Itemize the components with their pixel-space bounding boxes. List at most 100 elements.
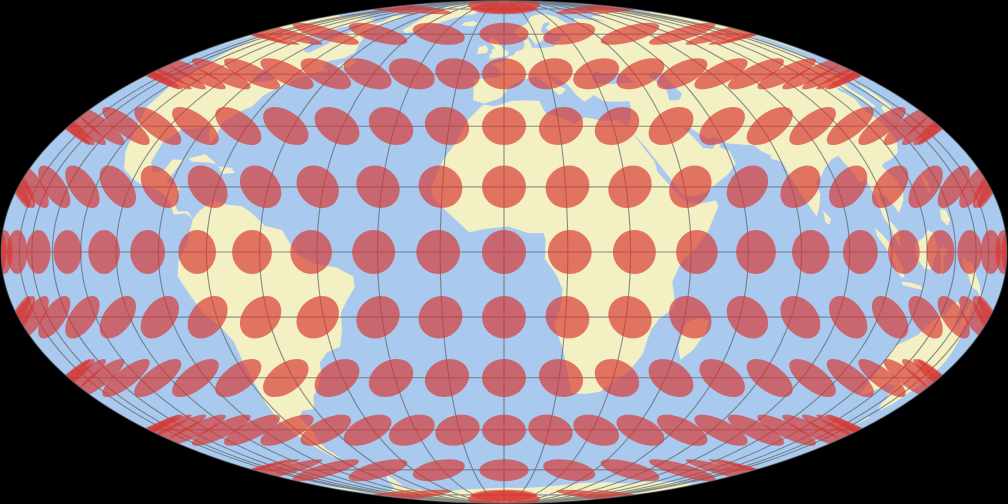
- tissot-circle--30-90: [789, 358, 836, 398]
- tissot-circle-0-135: [957, 230, 982, 274]
- tissot-circle-15-135: [937, 165, 970, 209]
- tissot-circle--15-30: [608, 295, 652, 339]
- tissot-circle-30-135: [883, 106, 932, 146]
- tissot-circle-15--45: [296, 165, 339, 209]
- tissot-circle--60--60: [348, 459, 408, 482]
- tissot-circle-60--90: [292, 22, 360, 45]
- tissot-circle--30--90: [172, 358, 219, 398]
- tissot-circle-30--15: [424, 106, 470, 146]
- tissot-circle-0-0: [482, 230, 526, 274]
- tissot-circle--45-75: [694, 414, 748, 446]
- meridian--15: [439, 0, 505, 504]
- tissot-circle-15--75: [187, 165, 228, 209]
- tissot-circle--15--75: [187, 295, 228, 339]
- tissot-circle-15-0: [482, 165, 526, 209]
- tissot-circle-0-180: [1001, 230, 1007, 274]
- tissot-circle-15--60: [239, 165, 282, 209]
- tissot-circle--30-120: [858, 358, 906, 398]
- tissot-circle--60-30: [543, 459, 596, 482]
- tissot-circle-0--90: [130, 230, 165, 274]
- tissot-circle--45-45: [616, 414, 665, 446]
- tissot-circle--60-90: [648, 459, 716, 482]
- tissot-circle-45-105: [757, 58, 817, 90]
- tissot-circle-60-0: [479, 22, 529, 45]
- tissot-circle-15-120: [908, 165, 943, 209]
- tissot-circle-45--45: [343, 58, 392, 90]
- tissot-circle-30-60: [699, 106, 745, 146]
- tissot-circle--45-120: [782, 414, 843, 446]
- tissot-circle-15-75: [780, 165, 821, 209]
- landmass-java: [901, 281, 924, 290]
- tissot-circle-15--150: [18, 165, 49, 209]
- tissot-circle-60-90: [648, 22, 716, 45]
- tissot-circle-30-45: [648, 106, 694, 146]
- tissot-circle--45--30: [388, 414, 435, 446]
- tissot-circle--15-0: [482, 295, 526, 339]
- tissot-circle--15--90: [140, 295, 179, 339]
- tissot-circle--15--30: [356, 295, 400, 339]
- tissot-circle--15-15: [545, 295, 590, 339]
- landmass-tasmania: [856, 416, 871, 425]
- tissot-circle--15--15: [418, 295, 463, 339]
- landmass-cuba: [188, 154, 217, 164]
- tissot-circle--30-30: [594, 358, 640, 398]
- tissot-circle-45-0: [482, 58, 526, 90]
- tissot-circle-45--60: [300, 58, 352, 90]
- landmass-victoria-island: [342, 13, 373, 21]
- tissot-circle--45-15: [528, 414, 573, 446]
- tissot-circle-0--30: [352, 230, 396, 274]
- tissot-circle--30-60: [699, 358, 745, 398]
- tissot-circle--15-75: [780, 295, 821, 339]
- tissot-circle-15-150: [959, 165, 990, 209]
- tissot-circle-0-30: [612, 230, 656, 274]
- tissot-circle-30-15: [538, 106, 584, 146]
- tissot-circle-0-90: [843, 230, 878, 274]
- landmass-ireland: [477, 45, 489, 54]
- tissot-circle-30--120: [102, 106, 150, 146]
- tissot-circle-45-120: [782, 58, 843, 90]
- tissot-circle-45--90: [223, 58, 281, 90]
- tissot-circle-15--135: [38, 165, 71, 209]
- tissot-circle-45-75: [694, 58, 748, 90]
- tissot-circle-30--45: [314, 106, 360, 146]
- tissot-circle--45-105: [757, 414, 817, 446]
- tissot-circle-0-45: [676, 230, 718, 274]
- tissot-circle-0--105: [88, 230, 120, 274]
- meridian--120: [80, 0, 505, 504]
- tissot-circle--45--45: [343, 414, 392, 446]
- tissot-circle-15--105: [99, 165, 136, 209]
- tissot-circle--30-135: [883, 358, 932, 398]
- tissot-circle--15-150: [959, 295, 990, 339]
- tissot-circle-30-0: [482, 106, 526, 146]
- tissot-circle-0--15: [416, 230, 461, 274]
- landmass-iceland: [460, 21, 478, 27]
- tissot-circle--30--60: [263, 358, 309, 398]
- tissot-circle-30--90: [172, 106, 219, 146]
- tissot-circle--30-75: [746, 358, 793, 398]
- tissot-circle-15-105: [872, 165, 909, 209]
- tissot-circle--45-0: [482, 414, 526, 446]
- tissot-circle--60--30: [412, 459, 465, 482]
- tissot-circle-45--105: [191, 58, 251, 90]
- tissot-circle-45-30: [573, 58, 620, 90]
- tissot-circle--30--105: [134, 358, 182, 398]
- tissot-circle--30--15: [424, 358, 470, 398]
- tissot-circle--15-105: [872, 295, 909, 339]
- tissot-circle-45-45: [616, 58, 665, 90]
- tissot-circle-15-30: [608, 165, 652, 209]
- tissot-circle-15-60: [726, 165, 769, 209]
- tissot-circle--30--45: [314, 358, 360, 398]
- tissot-circle--30-15: [538, 358, 584, 398]
- tissot-circle-60-60: [600, 22, 660, 45]
- tissot-circle-0--75: [178, 230, 216, 274]
- tissot-circle-60--30: [412, 22, 465, 45]
- tissot-circle-15-90: [829, 165, 868, 209]
- tissot-circle-15--30: [356, 165, 400, 209]
- tissot-circle--60-60: [600, 459, 660, 482]
- tissot-circle-15--90: [140, 165, 179, 209]
- tissot-circle-15--15: [418, 165, 463, 209]
- tissot-circle--30--135: [76, 358, 125, 398]
